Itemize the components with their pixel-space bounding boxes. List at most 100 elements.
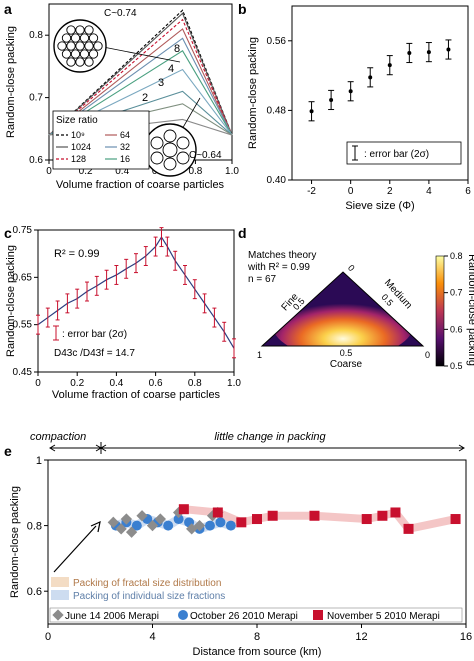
ratio-text: D43c /D43f = 14.7 <box>54 348 135 359</box>
data-point-november <box>212 507 223 518</box>
packed-particle <box>79 33 90 43</box>
colorbar-tick-label: 0.6 <box>450 324 463 334</box>
colorbar-tick-label: 0.5 <box>450 361 463 371</box>
x-tick-label: 0.2 <box>70 378 84 389</box>
data-points <box>107 504 461 538</box>
legend: Size ratio 10⁹ 1024 128 64 32 16 <box>52 110 150 170</box>
data-point-november <box>390 507 401 518</box>
y-tick-label: 0.6 <box>27 586 42 598</box>
packed-particle <box>61 33 72 43</box>
x-axis-label: Volume fraction of coarse particles <box>56 179 225 191</box>
compaction-label: compaction <box>30 431 86 443</box>
series-line <box>48 18 233 136</box>
legend-title: Size ratio <box>56 115 98 126</box>
x-tick-label: 0 <box>45 631 51 643</box>
colorbar-tick-label: 0.7 <box>450 288 463 298</box>
axis-ticks: 0 0.2 0.4 0.6 0.8 1.0 0.45 0.55 0.65 0.75 <box>13 225 242 389</box>
fit-line <box>37 235 235 349</box>
x-tick-label: 0 <box>348 186 354 197</box>
data-point-june <box>193 519 206 532</box>
x-tick-label: 0 <box>35 378 41 389</box>
y-tick-label: 0.6 <box>29 155 43 166</box>
data-point-june <box>125 526 138 538</box>
x-tick-label: 8 <box>254 631 260 643</box>
y-axis-label: Random-close packing <box>5 26 17 138</box>
x-tick-label: 0.6 <box>149 378 163 389</box>
packed-particle <box>70 33 81 43</box>
curve-label: 4 <box>168 63 174 75</box>
packed-particle <box>88 49 99 59</box>
legend-entry: October 26 2010 Merapi <box>190 611 298 622</box>
colorbar <box>435 255 445 367</box>
legend-entry: 32 <box>120 142 130 152</box>
annotation: n = 67 <box>248 274 277 285</box>
x-axis-label: Sieve size (Φ) <box>345 200 414 212</box>
data-point-october <box>163 520 174 531</box>
data-point-november <box>361 514 372 525</box>
c-bottom-label: C~0.64 <box>189 150 222 161</box>
x-tick-label: 0.4 <box>115 166 129 177</box>
data-point-november <box>267 510 278 521</box>
data-point-november <box>450 514 461 525</box>
axes-frame <box>291 5 469 181</box>
tick: 0 <box>425 350 430 360</box>
panel-b: b -2 0 2 4 6 0.40 0.48 0.56 : error bar (2σ) Ra… <box>238 1 471 212</box>
y-tick-label: 0.48 <box>267 105 287 116</box>
series-line <box>48 37 233 136</box>
band-swatch <box>51 590 69 600</box>
data-point-november <box>236 517 247 528</box>
data-point-november <box>309 510 320 521</box>
data-point-october <box>131 520 142 531</box>
annotation: Matches theory <box>248 250 316 261</box>
packed-particle <box>75 57 85 67</box>
data-point-october <box>215 517 226 528</box>
data-point-october <box>173 514 184 525</box>
y-tick-label: 0.75 <box>13 225 33 236</box>
tick: 0 <box>346 263 357 273</box>
ternary-frame <box>260 271 425 347</box>
data-point-october <box>204 520 215 531</box>
y-axis-label: Random-close packing <box>9 486 21 598</box>
y-tick-label: 0.65 <box>13 272 33 283</box>
ternary-heatmap <box>262 272 423 346</box>
legend-entry: June 14 2006 Merapi <box>65 611 159 622</box>
panel-letter: d <box>238 225 247 241</box>
x-tick-label: 0.4 <box>109 378 123 389</box>
series-line <box>48 12 233 136</box>
panel-c: c 0 0.2 0.4 0.6 0.8 1.0 0.45 0.55 0.65 0.75 R² = … <box>4 225 241 401</box>
curve-label: 2 <box>142 92 148 104</box>
data-point <box>329 97 334 102</box>
colorbar-label: Random-close packing <box>466 254 474 366</box>
x-tick-label: 6 <box>465 186 471 197</box>
colorbar-tick-label: 0.8 <box>450 251 463 261</box>
x-tick-label: -2 <box>307 186 316 197</box>
tick: 0.5 <box>340 348 353 358</box>
series-line <box>48 28 233 136</box>
y-tick-label: 0.55 <box>13 320 33 331</box>
y-tick-label: 0.8 <box>27 521 42 533</box>
packing-inset-bottom <box>143 123 197 177</box>
legend-entry: 128 <box>71 154 86 164</box>
packed-particle <box>163 129 177 143</box>
legend: June 14 2006 Merapi October 26 2010 Mera… <box>49 607 463 623</box>
axes-frame <box>37 229 235 373</box>
y-tick-label: 0.8 <box>29 30 43 41</box>
legend-entry: 1024 <box>71 142 91 152</box>
legend-text: : error bar (2σ) <box>364 149 429 160</box>
x-tick-label: 1.0 <box>225 166 239 177</box>
panel-letter: b <box>238 1 247 17</box>
y-tick-label: 0.56 <box>267 36 287 47</box>
packed-particle <box>176 151 190 165</box>
y-tick-label: 0.40 <box>267 175 287 186</box>
x-tick-label: 0.8 <box>188 378 202 389</box>
packed-particle <box>79 49 90 59</box>
packed-particle <box>163 157 177 171</box>
packed-particle <box>70 49 81 59</box>
tick: 1 <box>257 350 262 360</box>
data-point-november <box>252 514 262 525</box>
y-tick-label: 0.45 <box>13 367 33 378</box>
panel-e: e compaction little change in packing 0 4… <box>4 431 472 658</box>
packed-particle <box>88 33 99 43</box>
packed-particle <box>84 57 94 67</box>
legend-entry: 64 <box>120 130 130 140</box>
